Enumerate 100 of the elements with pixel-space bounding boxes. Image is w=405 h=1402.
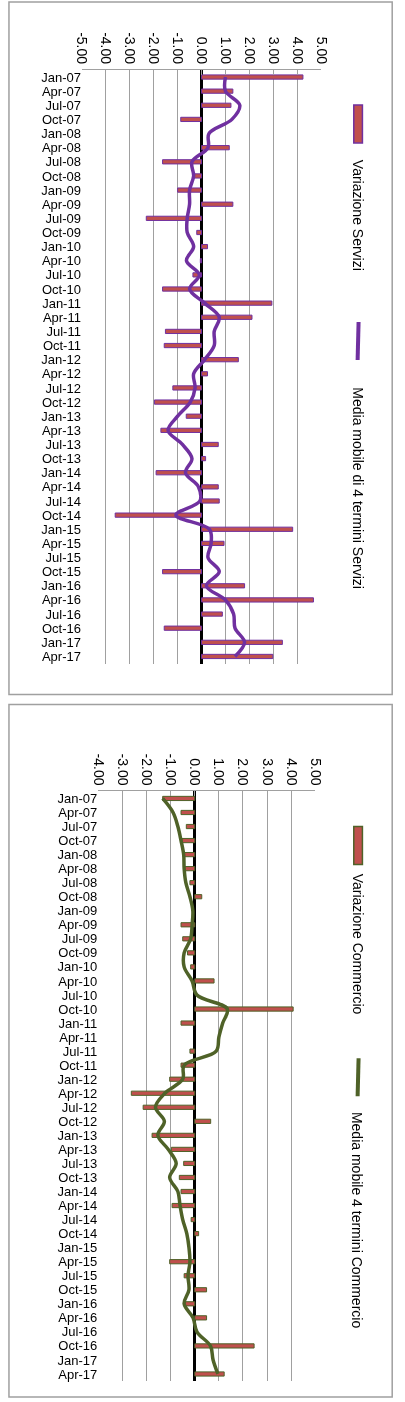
x-tick-label: 3.00 xyxy=(265,36,282,65)
y-tick-label: Apr-11 xyxy=(59,1029,98,1045)
y-tick-label: Oct-08 xyxy=(58,889,98,905)
y-tick-label: Jul-08 xyxy=(61,875,98,891)
y-tick-label: Jul-13 xyxy=(45,437,81,453)
x-tick-label: 0.00 xyxy=(193,36,210,65)
y-tick-label: Apr-13 xyxy=(58,1141,98,1157)
y-tick-label: Jul-12 xyxy=(61,1099,98,1115)
x-tick-label: -2.00 xyxy=(138,753,155,786)
y-tick-label: Jul-15 xyxy=(45,550,81,566)
text: Media mobile 4 termini Commercio xyxy=(349,1111,366,1329)
y-tick-label: Oct-13 xyxy=(58,1170,98,1186)
bar xyxy=(180,116,203,123)
bar xyxy=(201,611,223,617)
y-tick-label: Jan-14 xyxy=(57,1184,98,1200)
x-tick-label: -1.00 xyxy=(170,32,187,65)
y-tick-label: Jan-17 xyxy=(57,1352,98,1368)
y-tick-label: Oct-12 xyxy=(58,1113,98,1129)
bar xyxy=(201,498,220,504)
bar xyxy=(170,1146,196,1152)
y-tick-label: Jan-12 xyxy=(57,1071,98,1087)
x-tick-label: -4.00 xyxy=(98,32,115,65)
y-tick-label: Oct-07 xyxy=(41,111,81,127)
y-tick-label: Jul-16 xyxy=(45,606,81,622)
y-tick-label: Jan-08 xyxy=(57,847,98,863)
y-tick-label: Oct-14 xyxy=(41,507,81,523)
y-tick-label: Jul-08 xyxy=(45,154,81,170)
y-tick-label: Oct-09 xyxy=(41,225,81,241)
bar xyxy=(194,1118,212,1124)
y-tick-label: Jan-16 xyxy=(57,1296,98,1312)
y-tick-label: Apr-10 xyxy=(41,253,81,269)
bar xyxy=(201,102,232,108)
bar xyxy=(180,1188,196,1195)
y-tick-label: Jan-11 xyxy=(58,1015,98,1031)
x-tick-label: 5.00 xyxy=(307,758,324,786)
bar xyxy=(189,880,196,886)
bar xyxy=(201,484,219,490)
y-tick-label: Jan-10 xyxy=(57,959,98,975)
x-tick-label: 2.00 xyxy=(235,758,252,786)
bar xyxy=(196,229,203,236)
y-tick-label: Apr-12 xyxy=(58,1085,98,1101)
bar xyxy=(194,1315,208,1321)
y-tick-label: Jan-13 xyxy=(41,408,81,424)
y-tick-label: Apr-16 xyxy=(58,1310,98,1326)
x-tick-label: -1.00 xyxy=(163,753,180,786)
y-tick-label: Jul-10 xyxy=(45,267,81,283)
y-tick-label: Oct-16 xyxy=(58,1338,98,1354)
y-tick-label: Jul-11 xyxy=(62,1043,98,1059)
y-tick-label: Oct-09 xyxy=(58,945,98,961)
x-tick-label: 1.00 xyxy=(217,36,234,65)
y-tick-label: Oct-11 xyxy=(59,1057,98,1073)
y-tick-label: Oct-12 xyxy=(41,394,81,410)
y-tick-label: Jul-16 xyxy=(61,1324,98,1340)
bar xyxy=(201,455,207,462)
y-tick-label: Oct-16 xyxy=(41,620,81,636)
y-tick-label: Apr-09 xyxy=(58,917,98,933)
y-tick-label: Jan-17 xyxy=(41,634,81,650)
y-tick-label: Jan-11 xyxy=(42,295,81,311)
bar xyxy=(194,1231,200,1237)
y-tick-label: Apr-17 xyxy=(41,649,81,665)
y-tick-label: Apr-16 xyxy=(41,592,81,608)
y-tick-label: Jul-10 xyxy=(61,987,98,1003)
y-tick-label: Apr-15 xyxy=(58,1254,98,1270)
bar xyxy=(164,328,203,335)
x-tick-label: -3.00 xyxy=(114,753,131,786)
bar xyxy=(163,342,203,349)
y-tick-label: Apr-12 xyxy=(41,366,81,382)
y-tick-label: Oct-10 xyxy=(58,1001,98,1017)
bar xyxy=(194,978,215,984)
bar xyxy=(162,569,203,575)
bar xyxy=(201,243,209,250)
bar xyxy=(201,441,219,448)
y-tick-label: Apr-17 xyxy=(58,1366,98,1382)
y-tick-label: Oct-15 xyxy=(41,564,81,580)
y-tick-label: Jan-16 xyxy=(41,578,81,594)
y-tick-label: Apr-13 xyxy=(41,422,81,438)
y-tick-label: Oct-07 xyxy=(58,833,98,849)
y-tick-label: Jan-09 xyxy=(57,903,98,919)
bar xyxy=(190,964,196,970)
y-tick-label: Jan-09 xyxy=(41,182,81,198)
x-tick-label: 4.00 xyxy=(283,758,300,786)
y-tick-label: Jul-12 xyxy=(45,380,81,396)
x-tick-label: -4.00 xyxy=(90,753,107,786)
bar xyxy=(180,1020,196,1026)
x-tick-label: 4.00 xyxy=(289,36,306,65)
bar xyxy=(185,823,196,830)
y-tick-label: Oct-15 xyxy=(58,1282,98,1298)
y-tick-label: Apr-08 xyxy=(58,861,98,877)
y-tick-label: Oct-13 xyxy=(41,451,81,467)
bar xyxy=(183,1160,196,1167)
bar xyxy=(201,201,234,207)
y-tick-label: Apr-08 xyxy=(41,140,81,156)
y-tick-label: Jul-09 xyxy=(61,931,98,947)
y-tick-label: Jul-13 xyxy=(61,1155,98,1171)
x-tick-label: 2.00 xyxy=(241,36,258,65)
y-tick-label: Jan-08 xyxy=(41,126,81,142)
y-tick-label: Jul-14 xyxy=(45,493,81,509)
y-tick-label: Oct-11 xyxy=(42,338,81,354)
y-tick-label: Jan-10 xyxy=(41,239,81,255)
x-tick-label: -5.00 xyxy=(74,32,91,65)
